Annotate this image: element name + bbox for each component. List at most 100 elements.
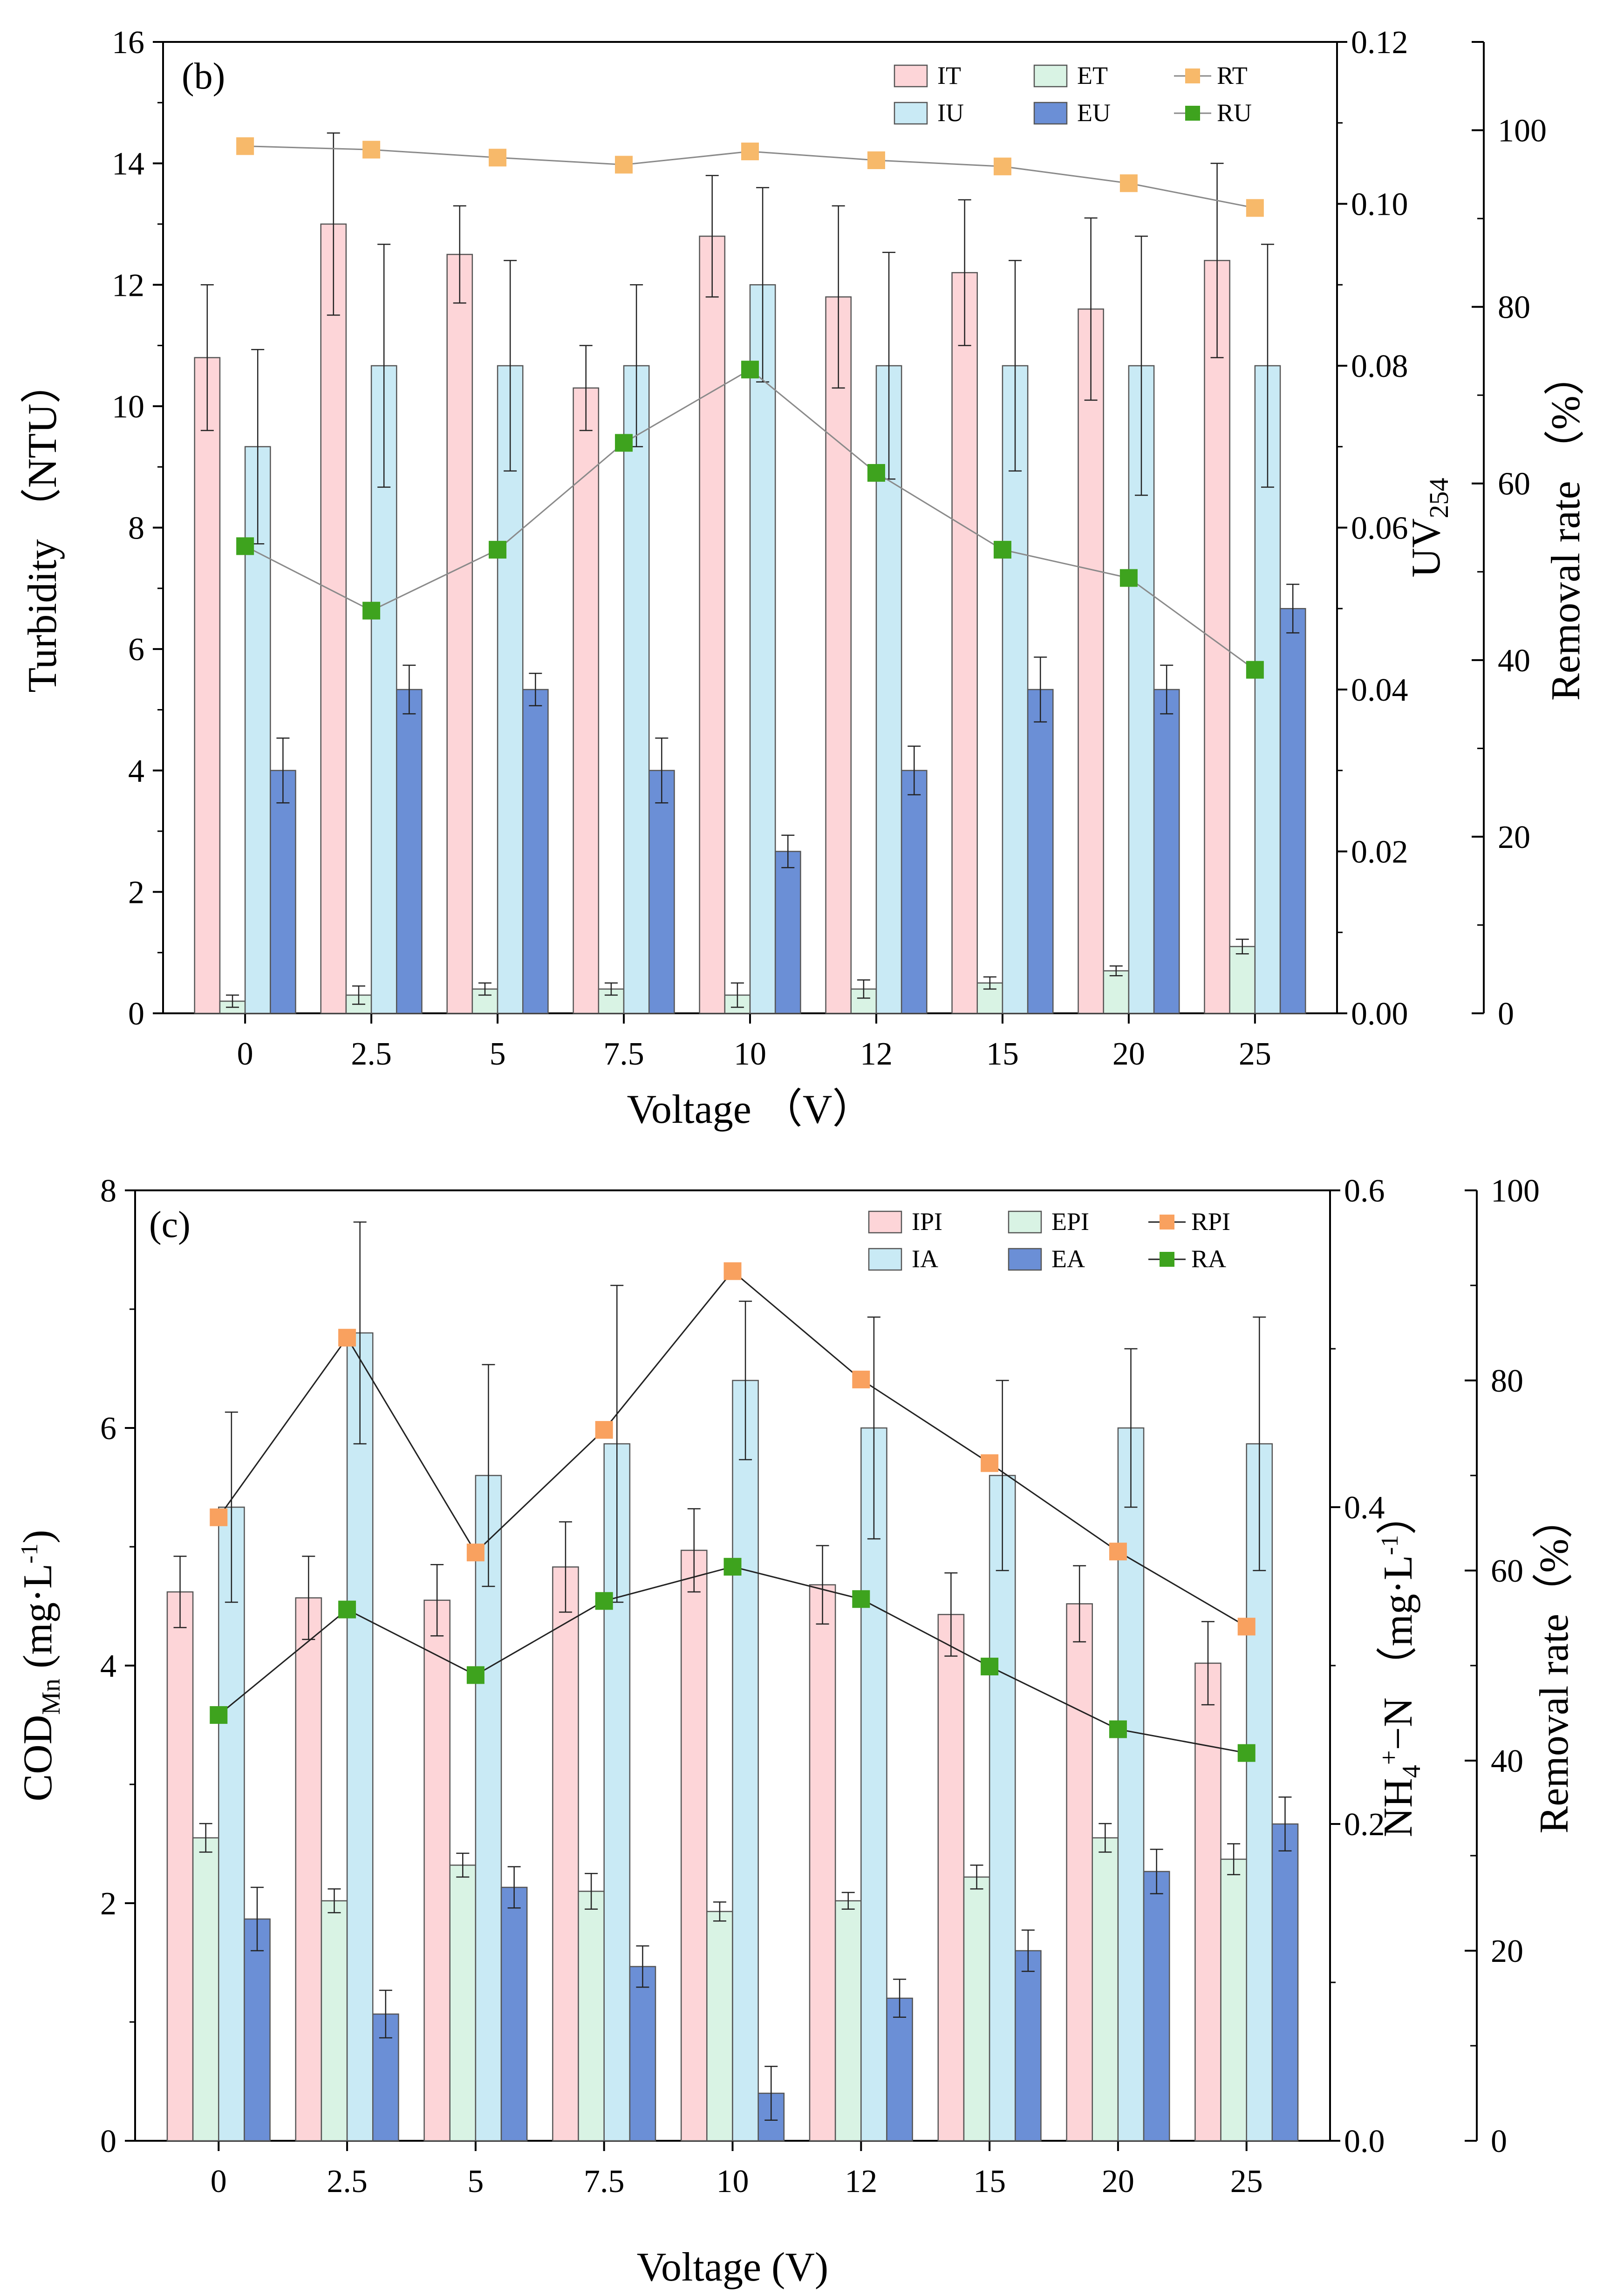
removal-tick-label: 60 bbox=[1498, 466, 1530, 502]
marker-rt bbox=[489, 149, 507, 167]
marker-ru bbox=[1246, 661, 1264, 679]
bar-eu bbox=[774, 851, 801, 1014]
bar-epi bbox=[963, 1876, 990, 2142]
y-left-tick-label: 0 bbox=[128, 996, 144, 1032]
removal-tick-label: 100 bbox=[1491, 1173, 1540, 1209]
marker-ra bbox=[852, 1590, 870, 1608]
legend: IPI EPI RPI IA EA RA bbox=[868, 1208, 1230, 1273]
bar-it bbox=[194, 357, 221, 1014]
marker-rt bbox=[236, 137, 254, 155]
removal-tick-label: 20 bbox=[1498, 820, 1530, 855]
y-right-tick-label: 0.2 bbox=[1344, 1807, 1385, 1843]
bar-eu bbox=[1027, 689, 1054, 1014]
y-right-tick-label: 0.04 bbox=[1351, 672, 1408, 708]
y-right-tick-label: 0.12 bbox=[1351, 25, 1408, 61]
legend-label-epi: EPI bbox=[1051, 1208, 1089, 1236]
bar-iu bbox=[623, 365, 650, 1014]
removal-tick-label: 60 bbox=[1491, 1553, 1523, 1589]
bar-ipi bbox=[680, 1550, 708, 2142]
marker-rpi bbox=[466, 1544, 484, 1562]
bar-epi bbox=[1092, 1837, 1119, 2142]
bar-eu bbox=[1279, 608, 1306, 1014]
legend: IT ET RT IU EU RU bbox=[894, 61, 1252, 127]
y-left-tick-label: 2 bbox=[100, 1886, 116, 1922]
x-tick-label: 25 bbox=[1239, 1036, 1271, 1072]
y-left-tick-label: 4 bbox=[128, 753, 144, 789]
marker-ru bbox=[615, 434, 633, 452]
bar-ea bbox=[1271, 1823, 1299, 2142]
y-left-tick-label: 8 bbox=[128, 511, 144, 546]
legend-label-ipi: IPI bbox=[912, 1208, 942, 1236]
bar-epi bbox=[192, 1837, 219, 2142]
bar-eu bbox=[522, 689, 549, 1014]
marker-ru bbox=[993, 540, 1011, 559]
legend-marker-ru bbox=[1185, 106, 1200, 121]
marker-ra bbox=[595, 1592, 613, 1610]
removal-tick-label: 40 bbox=[1491, 1743, 1523, 1779]
panel-label: (b) bbox=[182, 56, 225, 97]
bar-ipi bbox=[937, 1614, 965, 2142]
legend-marker-rpi bbox=[1160, 1215, 1174, 1229]
legend-swatch-ea bbox=[1008, 1248, 1042, 1271]
legend-label-ea: EA bbox=[1051, 1245, 1085, 1273]
y-left-axis-title: Turbidity （NTU） bbox=[20, 362, 65, 692]
legend-swatch-iu bbox=[894, 102, 928, 125]
bar-ea bbox=[1015, 1950, 1042, 2142]
y-right-axis-title: NH4+−N （mg·L-1） bbox=[1375, 1494, 1426, 1837]
x-axis-title: Voltage （V） bbox=[627, 1087, 873, 1132]
removal-tick-label: 0 bbox=[1498, 996, 1514, 1032]
bar-ea bbox=[1143, 1871, 1170, 2142]
bar-eu bbox=[396, 689, 423, 1014]
bar-ea bbox=[886, 1997, 913, 2142]
marker-ra bbox=[723, 1557, 742, 1576]
x-tick-label: 25 bbox=[1230, 2164, 1263, 2199]
legend-swatch-et bbox=[1033, 64, 1068, 88]
bar-ia bbox=[218, 1506, 245, 2142]
y-left-tick-label: 12 bbox=[112, 267, 144, 303]
marker-rt bbox=[615, 156, 633, 174]
y-right-tick-label: 0.00 bbox=[1351, 996, 1408, 1032]
marker-rpi bbox=[1237, 1618, 1256, 1636]
bar-eu bbox=[648, 770, 675, 1014]
marker-rt bbox=[362, 141, 381, 159]
marker-rpi bbox=[210, 1508, 228, 1526]
bar-eu bbox=[901, 770, 928, 1014]
y-left-tick-label: 16 bbox=[112, 25, 144, 61]
x-tick-label: 7.5 bbox=[603, 1036, 644, 1072]
y-left-axis-title: CODMn (mg·L-1) bbox=[15, 1530, 66, 1801]
removal-tick-label: 100 bbox=[1498, 113, 1547, 149]
legend-label-rpi: RPI bbox=[1191, 1208, 1230, 1236]
marker-rt bbox=[1246, 199, 1264, 217]
bar-ea bbox=[500, 1886, 528, 2142]
bar-it bbox=[446, 253, 473, 1014]
chart-panel-b: 0 2 4 6 8 10 12 14 16 0.00 0.02 0.04 0.06 0.08 0.10 0.1… bbox=[20, 25, 1589, 1132]
marker-ra bbox=[1109, 1720, 1127, 1738]
bar-epi bbox=[449, 1865, 477, 2142]
x-tick-label: 0 bbox=[237, 1036, 253, 1072]
marker-ru bbox=[362, 601, 381, 620]
bar-ipi bbox=[295, 1597, 322, 2142]
x-tick-label: 10 bbox=[734, 1036, 766, 1072]
bar-ia bbox=[860, 1427, 887, 2142]
x-tick-label: 5 bbox=[490, 1036, 506, 1072]
bar-it bbox=[573, 387, 600, 1014]
x-tick-label: 2.5 bbox=[327, 2164, 368, 2199]
y-right-tick-label: 0.08 bbox=[1351, 348, 1408, 384]
bar-it bbox=[699, 235, 726, 1014]
marker-ru bbox=[236, 537, 254, 555]
legend-label-ru: RU bbox=[1217, 99, 1252, 127]
marker-ru bbox=[741, 361, 759, 379]
marker-ru bbox=[489, 540, 507, 559]
legend-label-iu: IU bbox=[937, 99, 964, 127]
removal-tick-label: 20 bbox=[1491, 1933, 1523, 1969]
bar-ia bbox=[989, 1475, 1016, 2142]
legend-swatch-ipi bbox=[868, 1210, 902, 1234]
bar-et bbox=[1103, 970, 1130, 1014]
marker-ra bbox=[1237, 1744, 1256, 1762]
y-left-tick-label: 2 bbox=[128, 874, 144, 910]
legend-label-ia: IA bbox=[912, 1245, 938, 1273]
x-tick-label: 0 bbox=[211, 2164, 227, 2199]
legend-swatch-epi bbox=[1008, 1210, 1042, 1234]
panel-label: (c) bbox=[149, 1204, 191, 1245]
bar-ipi bbox=[552, 1566, 579, 2142]
